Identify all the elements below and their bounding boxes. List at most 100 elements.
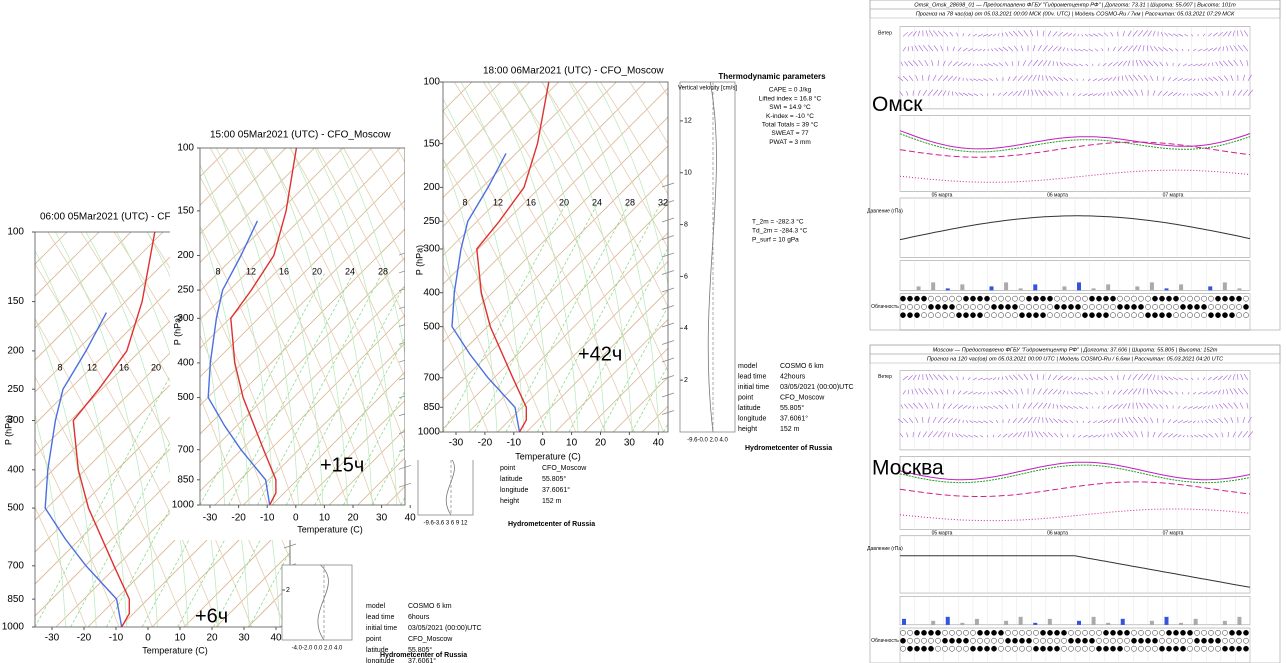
cloud-symbol	[1117, 645, 1123, 652]
wind-barb	[947, 389, 949, 395]
wind-barb	[1098, 33, 1104, 37]
wind-barb	[1140, 89, 1144, 96]
pressure-tick-label: 500	[423, 321, 440, 332]
dry-adiabat	[570, 82, 668, 250]
wind-barb	[1092, 434, 1098, 438]
wind-barb	[962, 47, 968, 52]
wind-barb	[1023, 373, 1029, 381]
wind-barb	[1239, 59, 1244, 67]
wind-barb	[937, 417, 943, 424]
precip-bar	[1004, 282, 1009, 291]
wind-barb	[1178, 377, 1184, 381]
moist-adiabat	[595, 82, 668, 287]
wind-barb	[1227, 374, 1232, 381]
cloud-symbol	[1089, 629, 1095, 636]
temperature-tick-label: -30	[45, 633, 60, 644]
cloud-symbol	[1138, 629, 1144, 636]
wind-barb	[1014, 45, 1019, 52]
precip-bar	[1222, 620, 1227, 625]
wind-barb	[1031, 431, 1034, 438]
wind-barb	[1167, 419, 1172, 424]
cloud-symbol	[963, 312, 969, 318]
cloud-symbol	[1075, 295, 1081, 302]
wind-barb	[986, 93, 989, 96]
wind-barb	[967, 93, 974, 96]
info-value: 55.805°	[542, 475, 566, 483]
isotherm	[271, 371, 405, 505]
wind-barb	[908, 403, 914, 409]
info-value: 37.6061°	[408, 657, 436, 663]
wind-barb	[937, 374, 944, 381]
moist-adiabat	[443, 157, 498, 432]
wind-barb	[1147, 60, 1154, 67]
cloud-symbol	[1145, 312, 1151, 318]
profile-line	[72, 232, 156, 627]
mixing-ratio-line	[537, 204, 661, 432]
parameter: CAPE = 0 J/kg	[769, 87, 812, 94]
wind-barb	[1053, 91, 1059, 96]
moist-adiabat	[443, 97, 525, 432]
vv-tick-label: 10	[684, 170, 692, 177]
cloud-symbol	[1096, 645, 1102, 652]
wind-barb	[1124, 75, 1129, 81]
wind-barb	[1164, 32, 1169, 37]
cloud-symbol	[1012, 312, 1018, 318]
cloud-symbol	[949, 645, 955, 652]
cloud-symbol	[1215, 295, 1221, 302]
cloud-symbol	[1040, 629, 1046, 636]
wind-barb	[902, 390, 906, 395]
vv-axis-labels: -9.6-3.6 3 6 9 12	[423, 521, 468, 527]
wind-barb	[947, 432, 950, 438]
cloud-symbol	[977, 312, 983, 318]
cloud-symbol	[1068, 645, 1074, 652]
cloud-symbol	[1215, 645, 1221, 652]
cloud-symbol	[1201, 295, 1207, 302]
wind-barb	[943, 374, 949, 381]
pressure-tick-label: 150	[7, 296, 24, 307]
wind-barb	[1181, 48, 1184, 52]
cloud-symbol	[1075, 312, 1081, 318]
wind-barb	[1240, 30, 1244, 37]
cloud-symbol	[949, 629, 955, 636]
wind-barb	[1107, 419, 1113, 424]
wind-barb	[1198, 434, 1204, 438]
wind-barb	[1146, 388, 1149, 395]
city-label: Омск	[872, 93, 923, 116]
cloud-symbol	[956, 629, 962, 636]
wind-barb	[1197, 78, 1199, 81]
wind-barb	[661, 305, 675, 310]
cloud-symbol	[1096, 295, 1102, 302]
wind-barb	[1187, 48, 1190, 52]
wind-barb	[932, 431, 939, 438]
wind-barb	[1177, 420, 1184, 424]
wind-barb	[1060, 91, 1064, 96]
precip-bar	[1120, 618, 1125, 625]
cloud-symbol	[1201, 637, 1207, 644]
wind-barb	[1042, 402, 1048, 409]
wind-barb	[995, 77, 999, 82]
cloud-symbol	[1068, 295, 1074, 302]
wind-barb	[1229, 45, 1234, 52]
wind-barb	[1088, 391, 1094, 395]
wind-barb	[942, 75, 949, 82]
wind-barb	[1233, 59, 1239, 67]
wind-barb	[942, 431, 947, 438]
wind-barb	[906, 432, 909, 438]
lead-time-label: +42ч	[578, 343, 622, 365]
wind-barb	[1092, 33, 1099, 37]
wind-barb	[917, 30, 921, 37]
wind-barb	[983, 420, 989, 424]
wind-barb	[1122, 388, 1129, 395]
wind-barb	[1038, 89, 1044, 96]
panel-title: 18:00 06Mar2021 (UTC) - CFO_Moscow	[483, 66, 664, 77]
cloud-symbol	[921, 312, 927, 318]
pressure-tick-label: 700	[177, 444, 194, 455]
cloud-symbol	[900, 312, 906, 318]
wind-barb	[1112, 404, 1119, 409]
info-label: model	[738, 363, 758, 370]
wind-barb	[1074, 391, 1079, 395]
wind-barb	[1060, 433, 1064, 438]
wind-barb	[1112, 61, 1119, 67]
wind-barb	[1121, 417, 1124, 423]
wind-barb	[1001, 376, 1004, 381]
